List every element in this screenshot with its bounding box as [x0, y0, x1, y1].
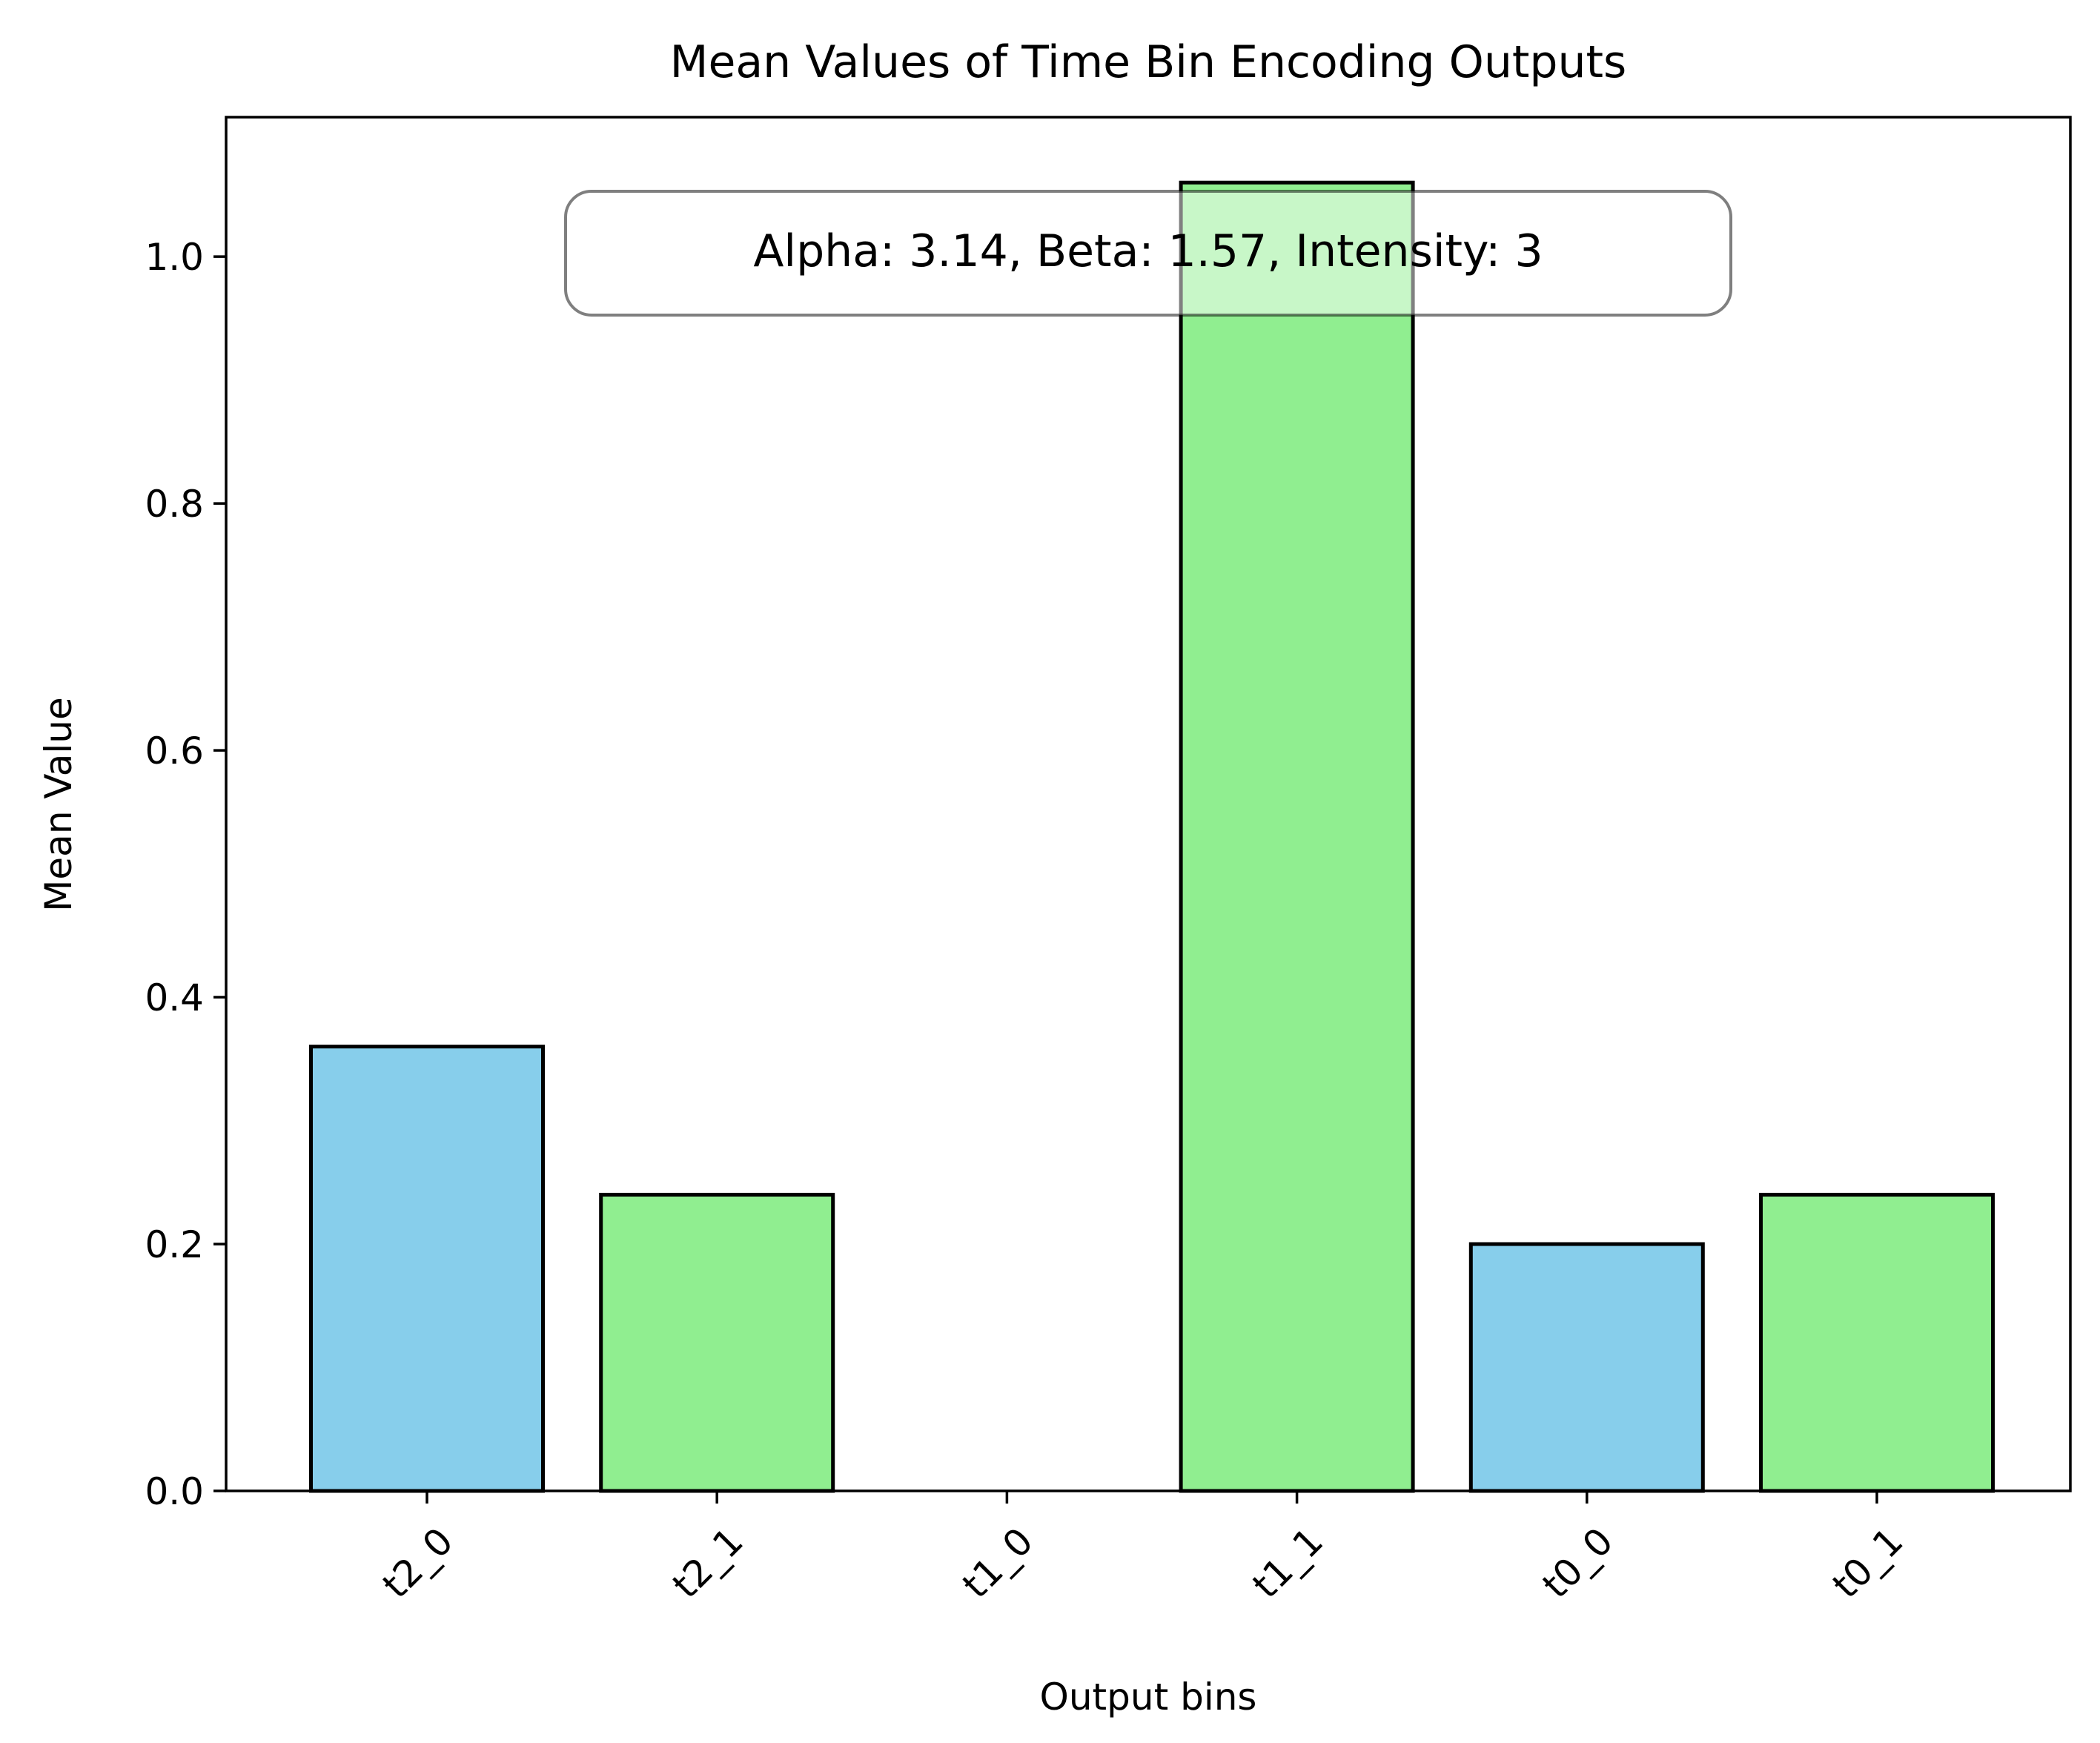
y-tick-label: 1.0: [145, 236, 204, 279]
annotation-text: Alpha: 3.14, Beta: 1.57, Intensity: 3: [753, 225, 1543, 277]
y-tick-label: 0.2: [145, 1223, 204, 1266]
bar-t2_0: [309, 1045, 545, 1493]
y-tick-label: 0.0: [145, 1470, 204, 1513]
annotation-background: [564, 190, 1732, 317]
bar-t0_1: [1759, 1192, 1995, 1493]
y-axis-ticks: 0.0 0.2 0.4 0.6 0.8 1.0: [145, 236, 226, 1513]
y-axis-label: Mean Value: [37, 697, 80, 911]
x-axis-label: Output bins: [1040, 1676, 1257, 1719]
y-tick-label: 0.4: [145, 976, 204, 1019]
y-tick-label: 0.6: [145, 730, 204, 773]
bar-t1_1: [1179, 180, 1415, 1493]
bar-t0_0: [1468, 1242, 1705, 1493]
y-tick-label: 0.8: [145, 483, 204, 526]
annotation-box: Alpha: 3.14, Beta: 1.57, Intensity: 3: [564, 190, 1732, 317]
plot-area-frame: [225, 116, 2072, 1492]
chart-title: Mean Values of Time Bin Encoding Outputs: [670, 36, 1627, 88]
bar-t2_1: [599, 1192, 835, 1493]
bars-group: [309, 180, 1995, 1493]
